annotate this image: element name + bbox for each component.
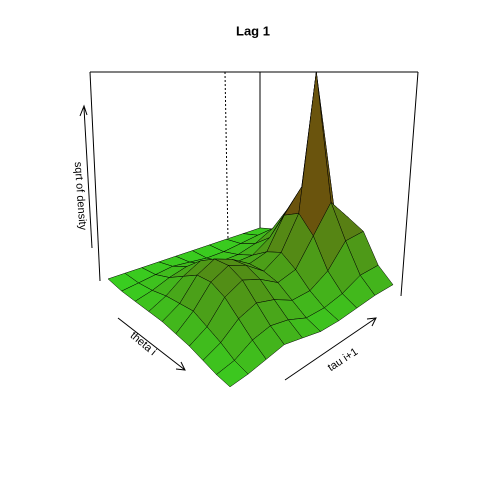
chart-title: Lag 1 [236,23,270,38]
z-axis-arrow [83,107,93,249]
z-axis-label: sqrt of density [72,161,89,231]
box [89,71,419,297]
box-edge [89,71,101,282]
arrow-head [175,361,186,371]
y-axis-arrow [284,317,377,381]
surface [107,71,394,388]
surface-cell [216,360,249,388]
box-edge [400,71,419,297]
x-axis-arrow [117,317,186,371]
arrow-head [79,104,88,117]
arrow-head [366,317,377,327]
hidden-edge [224,71,229,241]
